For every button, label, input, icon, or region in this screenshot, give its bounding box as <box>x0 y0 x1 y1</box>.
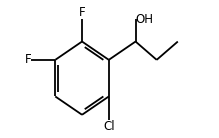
Text: Cl: Cl <box>103 120 115 133</box>
Text: F: F <box>79 6 85 19</box>
Text: OH: OH <box>136 13 154 26</box>
Text: F: F <box>25 53 31 66</box>
